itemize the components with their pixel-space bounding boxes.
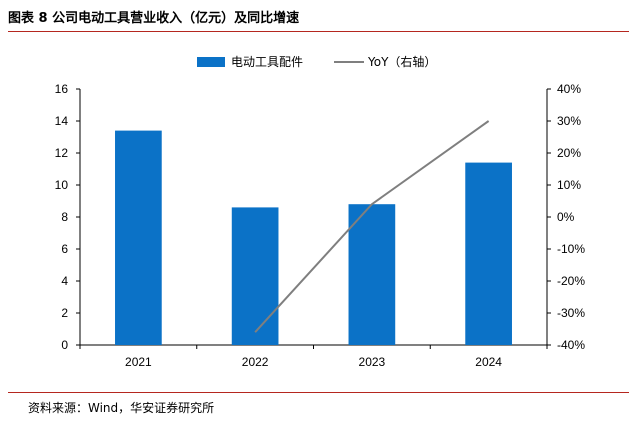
title-rule [8,31,629,32]
right-tick-label: -40% [557,338,585,352]
source-rule [8,392,629,393]
right-tick-label: 10% [557,178,581,192]
legend-bar-label: 电动工具配件 [231,55,303,69]
left-tick-label: 10 [55,178,69,192]
left-tick-label: 14 [55,114,69,128]
source-note: 资料来源：Wind，华安证券研究所 [28,401,215,415]
x-tick-label: 2022 [242,355,269,369]
bar-2024 [465,162,512,345]
right-tick-label: -20% [557,274,585,288]
left-tick-label: 12 [55,146,69,160]
left-tick-label: 2 [61,306,68,320]
yoy-line [254,120,490,333]
left-tick-label: 0 [61,338,68,352]
right-tick-label: -30% [557,306,585,320]
yoy-series [254,120,490,333]
bar-2023 [348,204,396,345]
bar-series [115,130,512,345]
right-tick-label: -10% [557,242,585,256]
right-tick-label: 30% [557,114,581,128]
left-tick-label: 4 [61,274,68,288]
chart-legend: 电动工具配件 YoY（右轴） [197,54,436,69]
x-tick-label: 2021 [125,355,152,369]
right-tick-label: 20% [557,146,581,160]
bar-2021 [115,130,162,345]
legend-bar-swatch [197,57,225,67]
figure-title: 图表 8 公司电动工具营业收入（亿元）及同比增速 [8,11,300,26]
x-tick-label: 2024 [475,355,502,369]
legend-line-label: YoY（右轴） [367,54,436,69]
right-tick-label: 40% [557,82,581,96]
right-tick-label: 0% [557,210,575,224]
left-tick-label: 16 [55,82,69,96]
bar-2022 [231,207,279,345]
left-tick-label: 6 [61,242,68,256]
left-tick-label: 8 [61,210,68,224]
x-tick-label: 2023 [359,355,386,369]
